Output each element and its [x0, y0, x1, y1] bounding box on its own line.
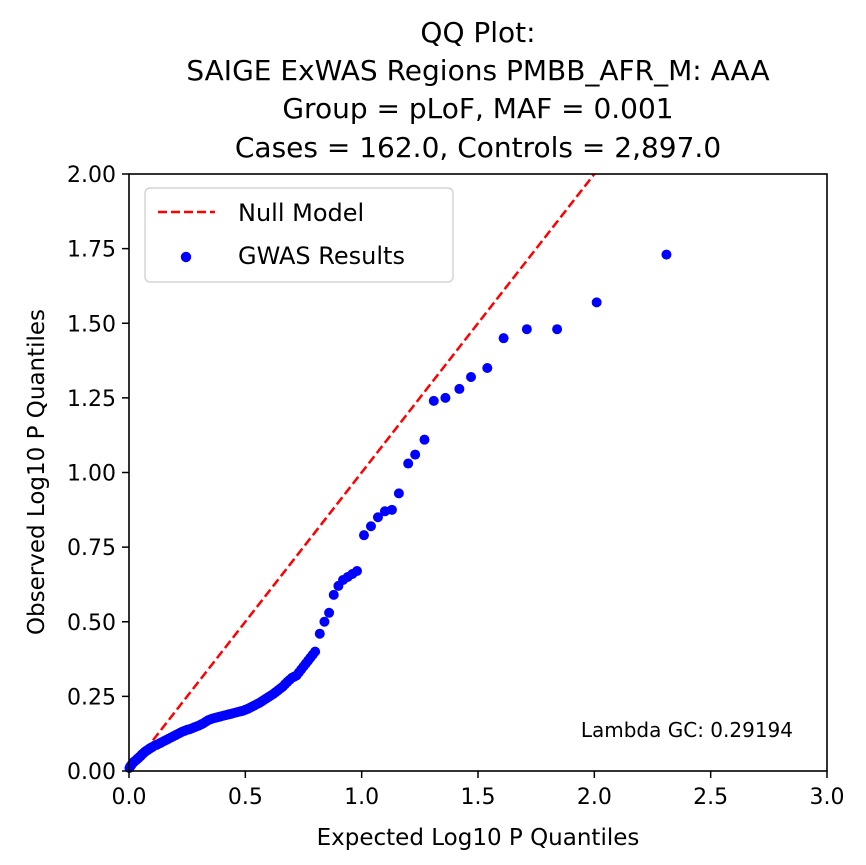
gwas-point — [393, 488, 404, 499]
y-tick-label: 1.50 — [67, 312, 116, 337]
gwas-point — [454, 383, 465, 394]
null-model-line — [129, 174, 596, 771]
x-tick-label: 2.5 — [693, 785, 728, 810]
gwas-point — [466, 371, 477, 382]
y-tick-label: 0.50 — [67, 611, 116, 636]
gwas-point — [498, 333, 509, 344]
y-tick-label: 0.00 — [67, 760, 116, 785]
gwas-point — [314, 628, 325, 639]
gwas-point — [552, 324, 563, 335]
gwas-point — [324, 607, 335, 618]
axis-ticks: 0.0 0.5 1.0 1.5 2.0 2.5 3.0 0.00 0.25 0.50 0.75 1.0… — [67, 163, 844, 810]
legend-null-model-label: Null Model — [238, 199, 364, 227]
y-tick-label: 1.25 — [67, 387, 116, 412]
gwas-point — [386, 504, 397, 515]
gwas-point — [319, 616, 330, 627]
y-axis-label: Observed Log10 P Quantiles — [24, 309, 50, 635]
legend: Null Model GWAS Results — [144, 187, 454, 283]
gwas-point — [591, 297, 602, 308]
y-tick-label: 1.00 — [67, 462, 116, 487]
gwas-point — [661, 249, 672, 260]
title-line-4: Cases = 162.0, Controls = 2,897.0 — [235, 131, 721, 164]
x-tick-label: 1.5 — [461, 785, 496, 810]
gwas-point — [352, 566, 363, 577]
gwas-point — [410, 449, 421, 460]
gwas-point — [358, 530, 369, 541]
x-tick-label: 3.0 — [810, 785, 845, 810]
y-tick-label: 2.00 — [67, 163, 116, 188]
x-axis-label: Expected Log10 P Quantiles — [317, 825, 640, 851]
title-line-2: SAIGE ExWAS Regions PMBB_AFR_M: AAA — [186, 54, 769, 87]
x-tick-label: 0.0 — [112, 785, 147, 810]
gwas-point — [365, 521, 376, 532]
legend-gwas-results-swatch — [180, 251, 192, 263]
x-tick-label: 0.5 — [228, 785, 263, 810]
gwas-point — [310, 646, 321, 657]
y-tick-label: 1.75 — [67, 238, 116, 263]
x-tick-label: 2.0 — [577, 785, 612, 810]
chart-title: QQ Plot: SAIGE ExWAS Regions PMBB_AFR_M:… — [186, 16, 769, 164]
gwas-point — [428, 395, 439, 406]
gwas-point — [482, 363, 493, 374]
x-tick-label: 1.0 — [344, 785, 379, 810]
legend-box — [144, 187, 454, 283]
legend-gwas-results-label: GWAS Results — [238, 242, 405, 270]
gwas-point — [521, 324, 532, 335]
gwas-point — [372, 512, 383, 523]
plot-area — [124, 174, 672, 774]
gwas-point — [440, 392, 451, 403]
lambda-gc-annotation: Lambda GC: 0.29194 — [581, 718, 793, 742]
gwas-point — [328, 589, 339, 600]
gwas-point — [403, 458, 414, 469]
gwas-point — [419, 434, 430, 445]
title-line-3: Group = pLoF, MAF = 0.001 — [282, 92, 673, 125]
title-line-1: QQ Plot: — [420, 16, 535, 49]
y-tick-label: 0.75 — [67, 536, 116, 561]
y-tick-label: 0.25 — [67, 685, 116, 710]
